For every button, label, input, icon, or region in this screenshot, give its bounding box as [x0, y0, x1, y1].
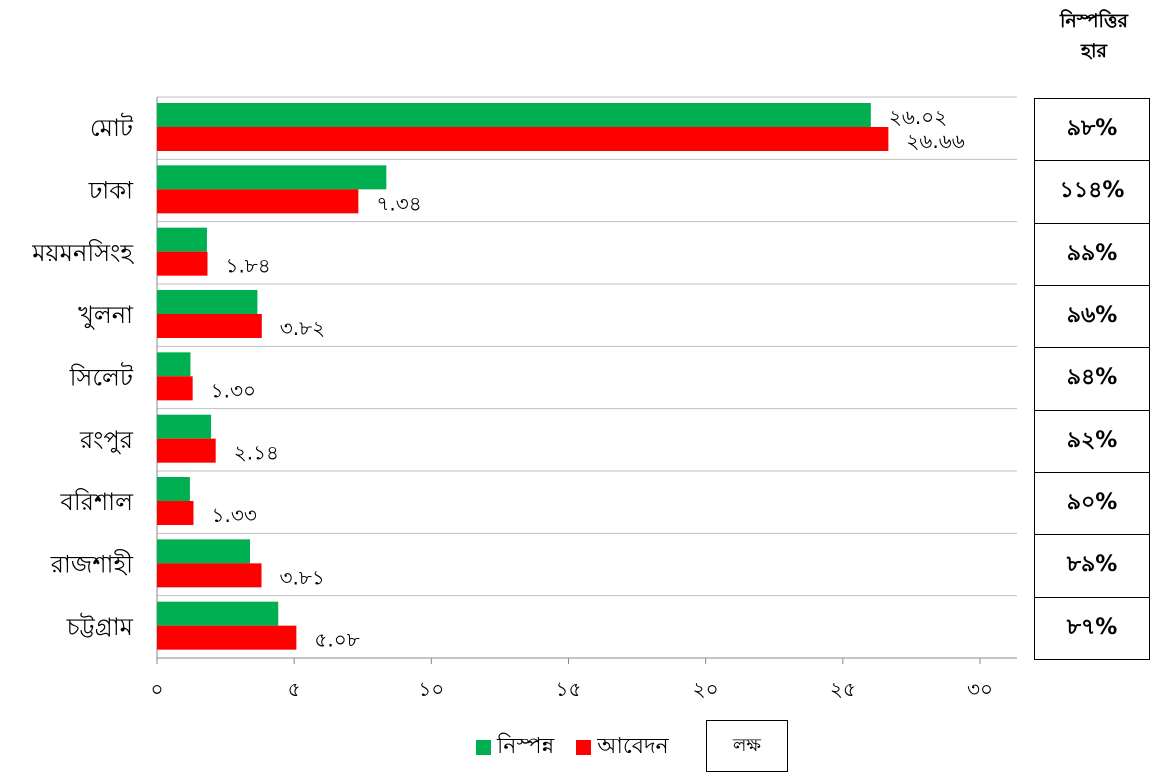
legend-item-applied: আবেদন	[576, 729, 669, 766]
bar-applied	[157, 189, 359, 214]
category-label: ঢাকা	[88, 177, 134, 205]
data-label: ২৬.৬৬	[906, 129, 964, 153]
legend-swatch-completed	[476, 739, 491, 755]
bar-completed	[157, 414, 212, 439]
bar-applied	[157, 438, 216, 463]
rate-value: ৯৯%	[1034, 222, 1150, 286]
x-tick-label: ৫	[288, 677, 301, 701]
category-label: মোট	[90, 113, 134, 142]
data-label: ৩.৮১	[280, 565, 325, 589]
category-label: ময়মনসিংহ	[31, 239, 134, 267]
rate-value: ৯৮%	[1034, 98, 1150, 162]
category-label: বরিশাল	[60, 488, 135, 516]
unit-label: লক্ষ	[706, 720, 788, 772]
bar-applied	[157, 563, 262, 588]
rate-value: ৯৬%	[1034, 285, 1150, 349]
bar-completed	[157, 601, 279, 626]
bar-applied	[157, 314, 262, 338]
category-label: রংপুর	[79, 426, 134, 454]
rate-value: ৯০%	[1034, 472, 1150, 536]
category-label: খুলনা	[78, 301, 134, 329]
rate-value: ৯৪%	[1034, 347, 1150, 411]
data-label: ৭.৩৪	[376, 191, 421, 215]
rate-header: নিস্পত্তির হার	[1034, 6, 1154, 66]
bar-completed	[157, 352, 191, 377]
bar-completed	[157, 477, 190, 501]
data-label: ১.৩৩	[211, 503, 256, 527]
data-label: ৫.০৮	[314, 628, 359, 652]
x-tick-label: ৩০	[967, 677, 993, 701]
legend-item-completed: নিস্পন্ন	[476, 729, 554, 766]
category-label: সিলেট	[69, 363, 134, 392]
data-label: ৩.৮২	[280, 316, 325, 340]
rate-value: ৯২%	[1034, 409, 1150, 473]
bar-applied	[157, 376, 193, 401]
x-tick-label: ২০	[693, 677, 719, 701]
bar-applied	[157, 625, 297, 650]
rate-header-line-2: হার	[1081, 40, 1107, 62]
bar-completed	[157, 165, 387, 190]
x-tick-label: ১০	[418, 677, 444, 701]
data-label: ২.১৪	[234, 441, 279, 465]
bar-completed	[157, 290, 258, 314]
data-label: ১.৮৪	[225, 254, 270, 278]
legend-swatch-applied	[576, 739, 592, 755]
category-label: রাজশাহী	[50, 550, 134, 579]
bar-applied	[157, 127, 889, 151]
rate-value: ৮৯%	[1034, 534, 1150, 598]
rate-header-line-1: নিস্পত্তির	[1059, 10, 1129, 32]
legend-label-completed: নিস্পন্ন	[497, 733, 555, 759]
rate-value: ১১৪%	[1034, 160, 1150, 224]
bar-applied	[157, 251, 208, 276]
x-tick-label: ১৫	[556, 677, 582, 701]
bar-applied	[157, 501, 194, 525]
bar-completed	[157, 539, 250, 564]
bar-completed	[157, 103, 871, 127]
data-label: ২৬.০২	[889, 105, 947, 129]
legend: নিস্পন্ন আবেদন	[476, 722, 691, 772]
rate-value: ৮৭%	[1034, 596, 1150, 660]
bar-completed	[157, 227, 207, 252]
data-label: ১.৩০	[211, 378, 256, 402]
category-label: চট্টগ্রাম	[66, 612, 134, 641]
legend-label-applied: আবেদন	[597, 733, 669, 759]
x-tick-label: ২৫	[830, 677, 856, 701]
x-tick-label: ০	[150, 677, 163, 701]
